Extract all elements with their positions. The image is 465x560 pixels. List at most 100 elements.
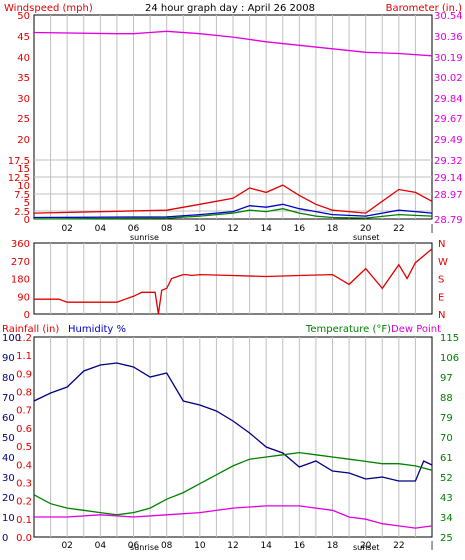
p1-yleft-tick-13: 2.5 <box>14 207 30 218</box>
p3-yleft1-tick-7: 30 <box>2 473 15 484</box>
p3-yleft2-tick-8: 0.3 <box>16 478 32 489</box>
p3-yleft1-tick-3: 70 <box>2 393 15 404</box>
p3-yleft2-tick-9: 0.2 <box>16 497 32 508</box>
p1-yleft-tick-12: 5 <box>24 198 30 209</box>
p2-yright-tick-1: W <box>438 257 448 268</box>
panel3-sunset-label: sunset <box>353 543 380 552</box>
panel3-left-label-2: Humidity % <box>68 324 126 335</box>
panel1-right-label: Barometer (in.) <box>386 3 462 14</box>
p1-yleft-tick-0: 50 <box>17 11 30 22</box>
p3-series-2 <box>34 505 433 529</box>
p1-xtick-6: 14 <box>260 224 272 234</box>
p3-yleft2-tick-3: 0.8 <box>16 388 32 399</box>
p3-xtick-9: 20 <box>360 541 372 551</box>
p3-yleft2-tick-4: 0.7 <box>16 406 32 417</box>
p3-xtick-3: 08 <box>161 541 173 551</box>
p3-yleft2-tick-2: 0.9 <box>16 369 32 380</box>
p1-yleft-tick-3: 35 <box>17 73 30 84</box>
p1-series-0 <box>33 30 433 57</box>
p3-yleft1-tick-0: 100 <box>2 333 21 344</box>
p3-yright-tick-8: 43 <box>440 493 453 504</box>
p1-series-1 <box>33 203 433 219</box>
p3-xtick-6: 14 <box>260 541 272 551</box>
p1-yleft-tick-5: 25 <box>17 114 30 125</box>
p3-yleft2-tick-1: 1.1 <box>16 351 32 362</box>
p3-yleft1-tick-6: 40 <box>2 453 15 464</box>
p3-yleft2-tick-5: 0.6 <box>16 424 32 435</box>
p3-yleft2-tick-10: 0.1 <box>16 515 32 526</box>
p3-yleft1-tick-10: 0 <box>2 533 8 544</box>
p1-yright-tick-9: 28.97 <box>434 190 463 201</box>
p3-series-0 <box>33 362 433 482</box>
p1-xtick-8: 18 <box>327 224 339 234</box>
p3-yright-tick-9: 34 <box>440 513 453 524</box>
p3-xtick-11: | <box>430 541 433 551</box>
p1-yright-tick-1: 30.36 <box>434 32 463 43</box>
p1-yright-tick-7: 29.32 <box>434 156 463 167</box>
p1-yright-tick-10: 28.79 <box>434 215 463 226</box>
p3-yright-tick-4: 79 <box>440 413 453 424</box>
p3-series-1 <box>33 451 433 516</box>
panel1-left-label: Windspeed (mph) <box>4 3 93 14</box>
p1-xtick-2: 06 <box>128 224 140 234</box>
p1-yright-tick-0: 30.54 <box>434 11 463 22</box>
p3-yleft1-tick-1: 90 <box>2 353 15 364</box>
p1-xtick-3: 08 <box>161 224 173 234</box>
p1-yleft-tick-6: 20 <box>17 135 30 146</box>
p3-yleft2-tick-11: 0.0 <box>16 533 32 544</box>
p1-yright-tick-4: 29.84 <box>434 94 463 105</box>
p2-yleft-tick-0: 360 <box>11 239 30 250</box>
p1-yright-tick-8: 29.14 <box>434 173 463 184</box>
p3-yright-tick-2: 97 <box>440 373 453 384</box>
p3-yright-tick-7: 52 <box>440 473 453 484</box>
p1-xtick-9: 20 <box>360 224 372 234</box>
p3-yleft1-tick-2: 80 <box>2 373 15 384</box>
p2-yleft-tick-3: 90 <box>17 292 30 303</box>
p2-series-0 <box>34 248 433 315</box>
p2-yright-tick-4: N <box>438 310 445 321</box>
p3-yleft2-tick-7: 0.4 <box>16 460 32 471</box>
p1-xtick-5: 12 <box>227 224 238 234</box>
p1-yright-tick-2: 30.19 <box>434 53 463 64</box>
p1-yleft-tick-9: 12.5 <box>8 173 30 184</box>
p1-xtick-7: 16 <box>294 224 306 234</box>
panel3-right-label-2: Dew Point <box>391 324 441 335</box>
p1-yleft-tick-10: 10 <box>17 181 30 192</box>
p1-series-2 <box>33 184 433 214</box>
p3-xtick-1: 04 <box>95 541 107 551</box>
p3-yleft1-tick-8: 20 <box>2 493 15 504</box>
p1-yleft-tick-14: 0 <box>24 215 30 226</box>
p3-yright-tick-6: 61 <box>440 453 453 464</box>
p2-yright-tick-3: E <box>438 292 444 303</box>
p3-xtick-10: 22 <box>393 541 404 551</box>
panel1-sunset-label: sunset <box>353 233 380 242</box>
p3-yleft2-tick-0: 1.2 <box>16 333 32 344</box>
p2-yleft-tick-1: 270 <box>11 257 30 268</box>
p3-yright-tick-5: 70 <box>440 433 453 444</box>
p3-xtick-2: 06 <box>128 541 140 551</box>
panel1-title: 24 hour graph day : April 26 2008 <box>145 3 315 14</box>
p2-yleft-tick-4: 0 <box>24 310 30 321</box>
panel3-right-label-1: Temperature (°F) <box>305 324 391 335</box>
p1-xtick-1: 04 <box>95 224 107 234</box>
p3-xtick-4: 10 <box>194 541 206 551</box>
p3-xtick-5: 12 <box>227 541 238 551</box>
p2-yleft-tick-2: 180 <box>11 275 30 286</box>
p3-yright-tick-10: 25 <box>440 533 453 544</box>
p3-yleft1-tick-5: 50 <box>2 433 15 444</box>
p3-yleft1-tick-4: 60 <box>2 413 15 424</box>
p1-xtick-11: | <box>430 224 433 234</box>
p2-yright-tick-0: N <box>438 239 445 250</box>
p1-yright-tick-3: 30.02 <box>434 73 463 84</box>
panel3-sunrise-label: sunrise <box>130 543 159 552</box>
p2-yright-tick-2: S <box>438 275 444 286</box>
p3-xtick-0: 02 <box>61 541 72 551</box>
p1-yleft-tick-4: 30 <box>17 94 30 105</box>
p1-yleft-tick-2: 40 <box>17 53 30 64</box>
panel1-sunrise-label: sunrise <box>130 233 159 242</box>
p1-xtick-0: 02 <box>61 224 72 234</box>
p3-yright-tick-0: 115 <box>440 333 459 344</box>
p3-yleft1-tick-9: 10 <box>2 513 15 524</box>
